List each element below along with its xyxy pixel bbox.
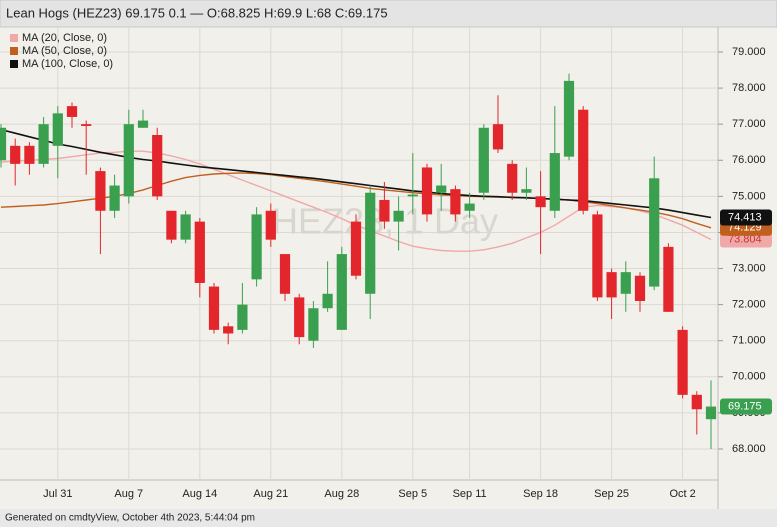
y-tick-label: 75.000 — [732, 190, 766, 202]
candle-body — [308, 308, 319, 341]
candle-body — [464, 203, 475, 211]
candle-body — [123, 124, 134, 197]
x-tick-label: Oct 2 — [669, 488, 695, 500]
price-tag-label: 69.175 — [728, 400, 762, 412]
candle-body — [294, 297, 305, 338]
y-tick-label: 76.000 — [732, 154, 766, 166]
candle-body — [578, 109, 589, 211]
candle-body — [24, 145, 35, 164]
x-tick-label: Aug 28 — [324, 488, 359, 500]
candle-body — [208, 286, 220, 330]
candle-body — [223, 326, 234, 334]
candle-body — [0, 127, 7, 161]
x-tick-label: Sep 25 — [594, 488, 629, 500]
y-tick-label: 71.000 — [732, 335, 766, 347]
ma-line — [0, 128, 712, 219]
candle-body — [421, 167, 433, 215]
candle-body — [194, 221, 205, 283]
candle-body — [237, 304, 248, 330]
candle-body — [152, 135, 163, 197]
price-tag — [720, 209, 772, 226]
candle-body — [478, 127, 489, 193]
candle-body — [66, 106, 78, 117]
legend-label: MA (100, Close, 0) — [22, 58, 113, 70]
candle-body — [322, 293, 333, 309]
legend-swatch — [10, 34, 18, 42]
y-tick-label: 78.000 — [732, 82, 766, 94]
candle-body — [137, 120, 149, 128]
legend-label: MA (20, Close, 0) — [22, 32, 107, 44]
candle-body — [663, 246, 674, 312]
candle-body — [81, 124, 92, 126]
y-tick-label: 77.000 — [732, 118, 766, 130]
x-tick-label: Sep 18 — [523, 488, 558, 500]
candle-body — [436, 185, 447, 193]
footer: Generated on cmdtyView, October 4th 2023… — [5, 513, 255, 524]
candle-body — [620, 272, 631, 294]
candle-body — [507, 163, 518, 193]
candle-body — [265, 210, 276, 240]
candle-body — [521, 189, 532, 193]
y-tick-label: 73.000 — [732, 262, 766, 274]
candle-body — [336, 254, 347, 330]
candle-body — [606, 272, 617, 298]
x-tick-label: Aug 21 — [253, 488, 288, 500]
candle-body — [649, 178, 660, 287]
candle-body — [180, 214, 191, 240]
candle-body — [109, 185, 120, 211]
x-tick-label: Jul 31 — [43, 488, 72, 500]
candle-body — [95, 171, 106, 211]
candle-body — [492, 124, 504, 150]
title-bar — [0, 0, 777, 28]
legend-label: MA (50, Close, 0) — [22, 45, 107, 57]
candle-body — [705, 406, 717, 420]
candle-body — [350, 221, 362, 276]
candle-body — [10, 145, 21, 164]
y-tick-label: 72.000 — [732, 299, 766, 311]
y-tick-label: 79.000 — [732, 46, 766, 58]
x-tick-label: Aug 14 — [182, 488, 217, 500]
x-tick-label: Sep 11 — [453, 488, 487, 500]
candle-body — [251, 214, 262, 280]
legend-swatch — [10, 47, 18, 55]
legend-swatch — [10, 60, 18, 68]
candle-body — [549, 153, 560, 211]
candle-body — [563, 80, 575, 157]
candle-body — [450, 189, 461, 215]
price-tag — [720, 398, 772, 415]
candle-body — [592, 214, 603, 298]
chart-title: Lean Hogs (HEZ23) 69.175 0.1 — O:68.825 … — [6, 5, 388, 20]
y-tick-label: 70.000 — [732, 371, 766, 383]
x-tick-label: Sep 5 — [398, 488, 427, 500]
x-tick-label: Aug 7 — [114, 488, 143, 500]
y-tick-label: 68.000 — [732, 443, 766, 455]
candle-body — [379, 199, 390, 222]
candle-body — [166, 210, 177, 240]
candle-body — [393, 210, 404, 222]
candle-body — [407, 194, 418, 197]
footer-bar — [0, 509, 777, 527]
price-tag-label: 73.804 — [728, 233, 762, 245]
candle-body — [365, 192, 376, 294]
candle-body — [691, 394, 702, 410]
candle-body — [38, 124, 49, 164]
candle-body — [535, 196, 546, 208]
candle-body — [677, 329, 688, 395]
candle-body — [634, 275, 646, 302]
candle-body — [52, 113, 63, 146]
candle-body — [279, 254, 291, 294]
price-tag-label: 74.413 — [728, 211, 762, 223]
